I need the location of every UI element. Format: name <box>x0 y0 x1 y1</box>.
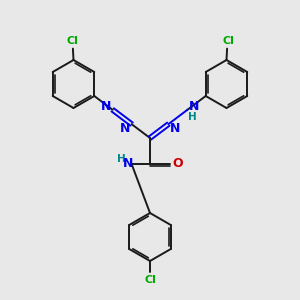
Text: N: N <box>101 100 111 113</box>
Text: N: N <box>120 122 130 135</box>
Text: N: N <box>123 157 134 170</box>
Text: N: N <box>189 100 199 113</box>
Text: N: N <box>170 122 180 135</box>
Text: Cl: Cl <box>66 36 78 46</box>
Text: O: O <box>172 157 183 170</box>
Text: Cl: Cl <box>144 274 156 285</box>
Text: Cl: Cl <box>222 36 234 46</box>
Text: H: H <box>188 112 197 122</box>
Text: H: H <box>117 154 126 164</box>
